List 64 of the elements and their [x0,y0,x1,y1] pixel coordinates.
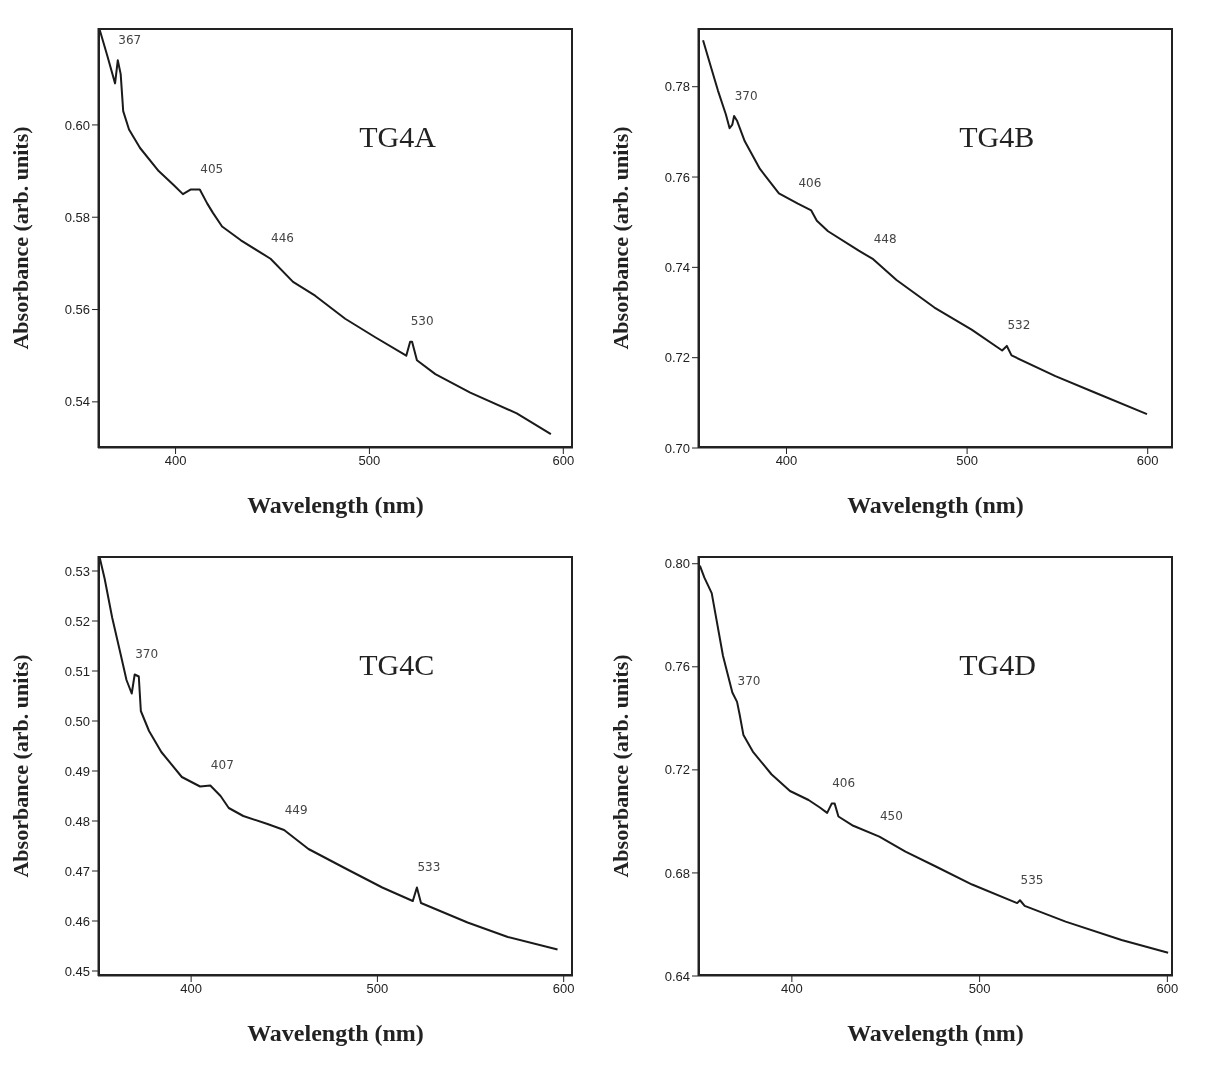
annotation: 367 [118,32,142,47]
y-axis-title: Absorbance (arb. units) [607,654,633,878]
x-tick-label: 500 [366,981,389,997]
annotation: 406 [798,176,822,191]
annotation: 407 [210,758,234,772]
annotation: 370 [135,647,159,661]
y-axis-title: Absorbance (arb. units) [7,126,33,350]
x-tick-label: 600 [552,453,575,469]
line-series [702,39,1148,416]
x-tick-label: 600 [552,981,575,997]
y-tick-label: 0.46 [64,913,90,929]
y-axis-title: Absorbance (arb. units) [607,126,633,350]
y-tick-label: 0.78 [664,79,690,95]
y-tick-label: 0.64 [664,968,690,984]
annotation: 405 [200,162,224,177]
y-tick-label: 0.52 [64,613,90,629]
y-tick-label: 0.58 [64,209,90,225]
y-tick-label: 0.45 [64,963,90,979]
text: TG4A [359,120,436,155]
annotation: 406 [832,776,856,791]
text: TG4B [959,120,1035,155]
y-tick-label: 0.47 [64,863,90,879]
x-axis-title: Wavelength (nm) [847,492,1024,518]
text: TG4C [359,648,435,683]
y-tick-label: 0.70 [664,440,690,456]
y-tick-label: 0.50 [64,713,90,729]
annotation: 446 [271,231,294,246]
annotation: 533 [417,860,441,874]
x-axis-title: Wavelength (nm) [247,492,424,518]
y-tick-label: 0.60 [64,117,90,133]
y-tick-label: 0.80 [664,556,690,572]
y-tick-label: 0.72 [664,350,690,366]
annotation: 370 [737,674,761,689]
y-tick-label: 0.76 [664,169,690,185]
y-axis-title: Absorbance (arb. units) [7,654,33,878]
annotation: 370 [734,88,758,103]
x-tick-label: 400 [164,453,187,469]
x-tick-label: 600 [1136,453,1159,469]
annotation: 535 [1020,872,1044,887]
x-tick-label: 500 [968,981,991,997]
x-tick-label: 400 [775,453,798,469]
y-tick-label: 0.54 [64,394,90,410]
y-tick-label: 0.51 [64,663,90,679]
x-tick-label: 500 [956,453,978,469]
x-tick-label: 400 [180,981,202,997]
x-tick-label: 500 [358,453,381,469]
y-tick-label: 0.53 [64,563,90,579]
annotation: 449 [284,802,308,817]
annotation: 532 [1007,318,1031,333]
x-tick-label: 600 [1156,981,1179,997]
annotation: 530 [410,314,434,329]
y-tick-label: 0.48 [64,813,90,829]
y-tick-label: 0.49 [64,763,90,779]
x-axis-title: Wavelength (nm) [247,1020,424,1046]
x-tick-label: 400 [781,981,803,997]
y-tick-label: 0.56 [64,302,90,318]
text: TG4D [959,648,1036,683]
x-axis-title: Wavelength (nm) [847,1020,1024,1046]
y-tick-label: 0.72 [664,762,690,778]
y-tick-label: 0.76 [664,659,690,675]
annotation: 448 [873,231,897,246]
y-tick-label: 0.74 [664,259,690,275]
y-tick-label: 0.68 [664,865,690,881]
annotation: 450 [879,809,903,824]
